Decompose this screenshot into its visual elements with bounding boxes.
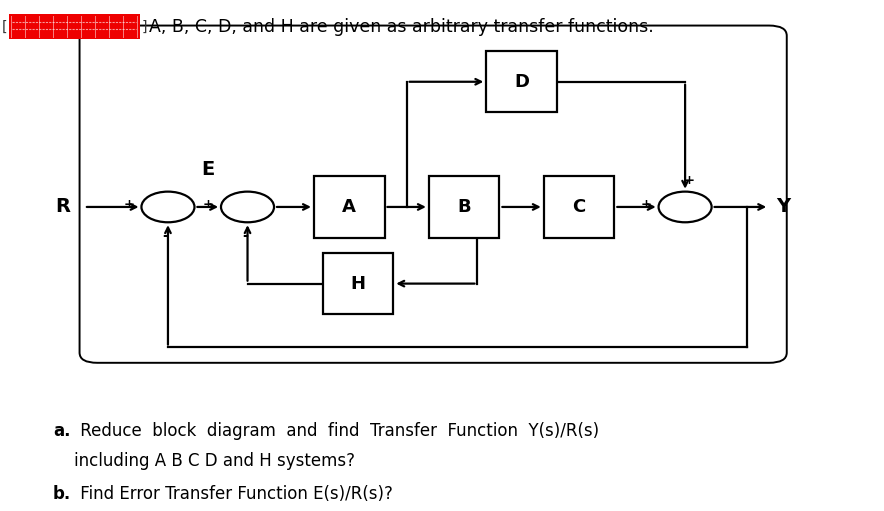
Text: Find Error Transfer Function E(s)/R(s)?: Find Error Transfer Function E(s)/R(s)?	[75, 485, 393, 503]
Bar	[323, 253, 393, 314]
Bar	[544, 176, 614, 238]
Text: Reduce  block  diagram  and  find  Transfer  Function  Y(s)/R(s): Reduce block diagram and find Transfer F…	[75, 422, 599, 439]
Text: +: +	[641, 198, 652, 211]
Text: A, B, C, D, and H are given as arbitrary transfer functions.: A, B, C, D, and H are given as arbitrary…	[149, 17, 653, 36]
Text: Y: Y	[776, 197, 790, 217]
Text: +: +	[684, 174, 695, 187]
Text: R: R	[56, 197, 71, 217]
Text: +: +	[124, 198, 134, 211]
Text: ]: ]	[141, 19, 147, 34]
Bar	[314, 176, 385, 238]
Text: [: [	[2, 19, 7, 34]
Text: -: -	[163, 228, 168, 243]
Text: b.: b.	[53, 485, 72, 503]
Bar	[429, 176, 499, 238]
Text: -: -	[242, 228, 248, 243]
Text: E: E	[202, 160, 214, 179]
Circle shape	[659, 192, 712, 222]
Bar	[9, 14, 140, 39]
Text: B: B	[457, 198, 471, 216]
Text: including A B C D and H systems?: including A B C D and H systems?	[53, 452, 355, 470]
Text: A: A	[342, 198, 356, 216]
Text: H: H	[351, 274, 365, 293]
Circle shape	[141, 192, 194, 222]
Text: a.: a.	[53, 422, 71, 439]
Text: C: C	[573, 198, 585, 216]
Text: D: D	[514, 73, 529, 91]
Text: +: +	[203, 198, 214, 211]
Bar	[486, 51, 557, 112]
Circle shape	[221, 192, 274, 222]
